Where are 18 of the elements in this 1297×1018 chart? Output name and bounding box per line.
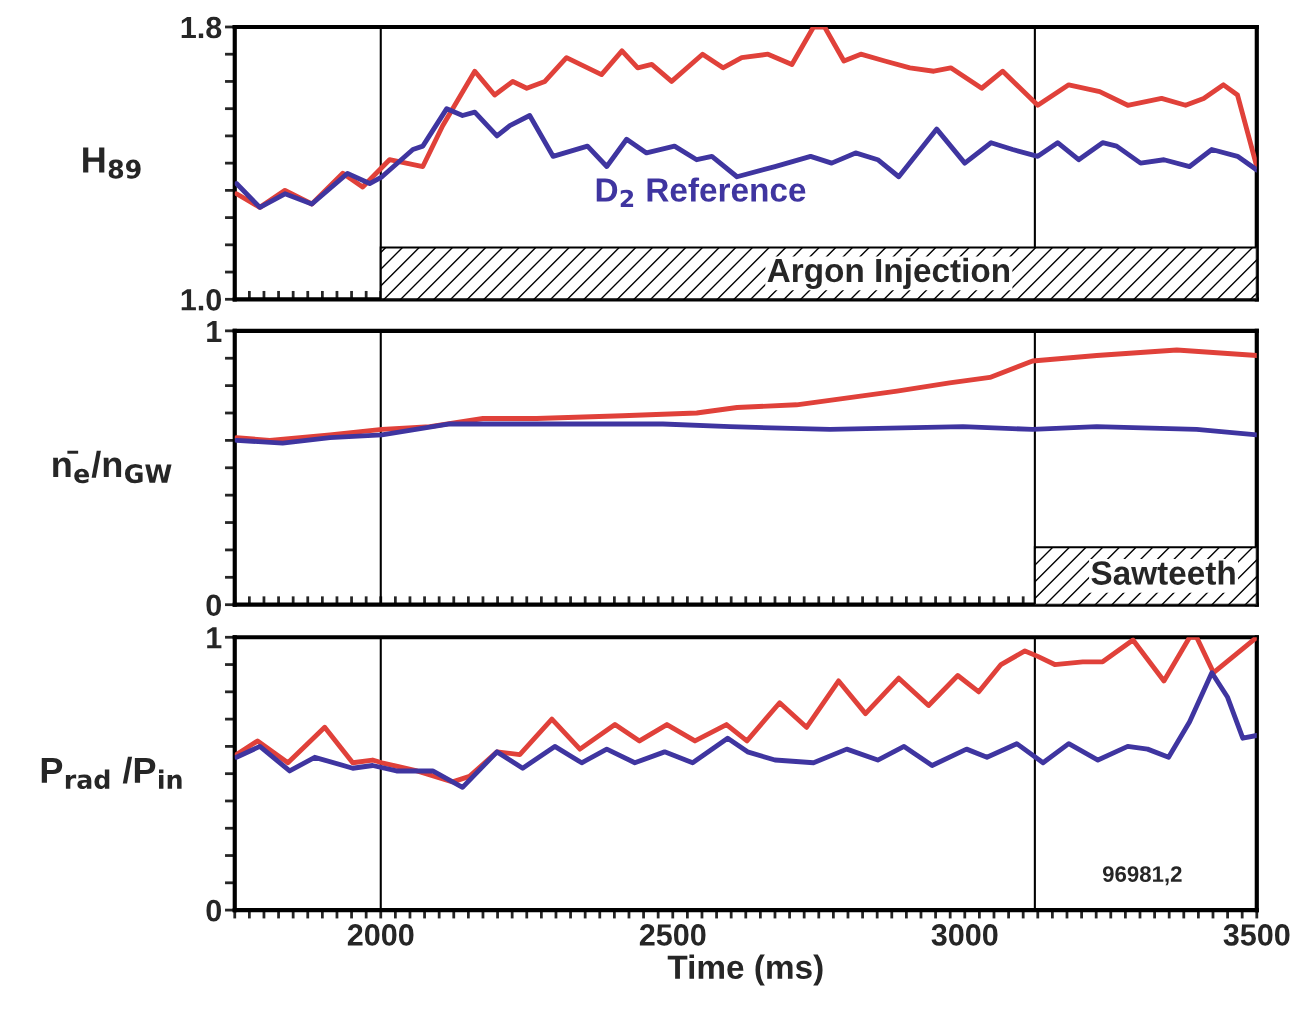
x-tick-label: 3000 xyxy=(931,924,998,946)
y-tick-label: 1 xyxy=(207,627,222,649)
y-tick-label: 0 xyxy=(206,899,222,922)
y-axis-title: H$_{89}$ xyxy=(83,147,141,179)
annotation: 96981,2 xyxy=(1102,866,1182,886)
x-tick-label: 2000 xyxy=(347,924,414,946)
y-tick-label: 1.8 xyxy=(181,16,222,39)
band-label: Argon Injection xyxy=(767,257,1010,290)
x-tick-label: 2500 xyxy=(639,924,706,946)
series-label: D$_{2}$ Reference xyxy=(596,177,806,207)
x-tick-label: 3500 xyxy=(1223,924,1290,946)
y-axis-title: P$_{rad}$ /P$_{in}$ xyxy=(41,756,182,790)
y-tick-label: 1.0 xyxy=(181,289,222,311)
band-label: Sawteeth xyxy=(1091,560,1235,585)
y-tick-label: 1 xyxy=(207,320,222,342)
x-axis-title: Time (ms) xyxy=(667,954,823,986)
y-axis-title: n̄$_{e}$/n$_{GW}$ xyxy=(53,450,172,484)
y-tick-label: 0 xyxy=(206,594,222,617)
